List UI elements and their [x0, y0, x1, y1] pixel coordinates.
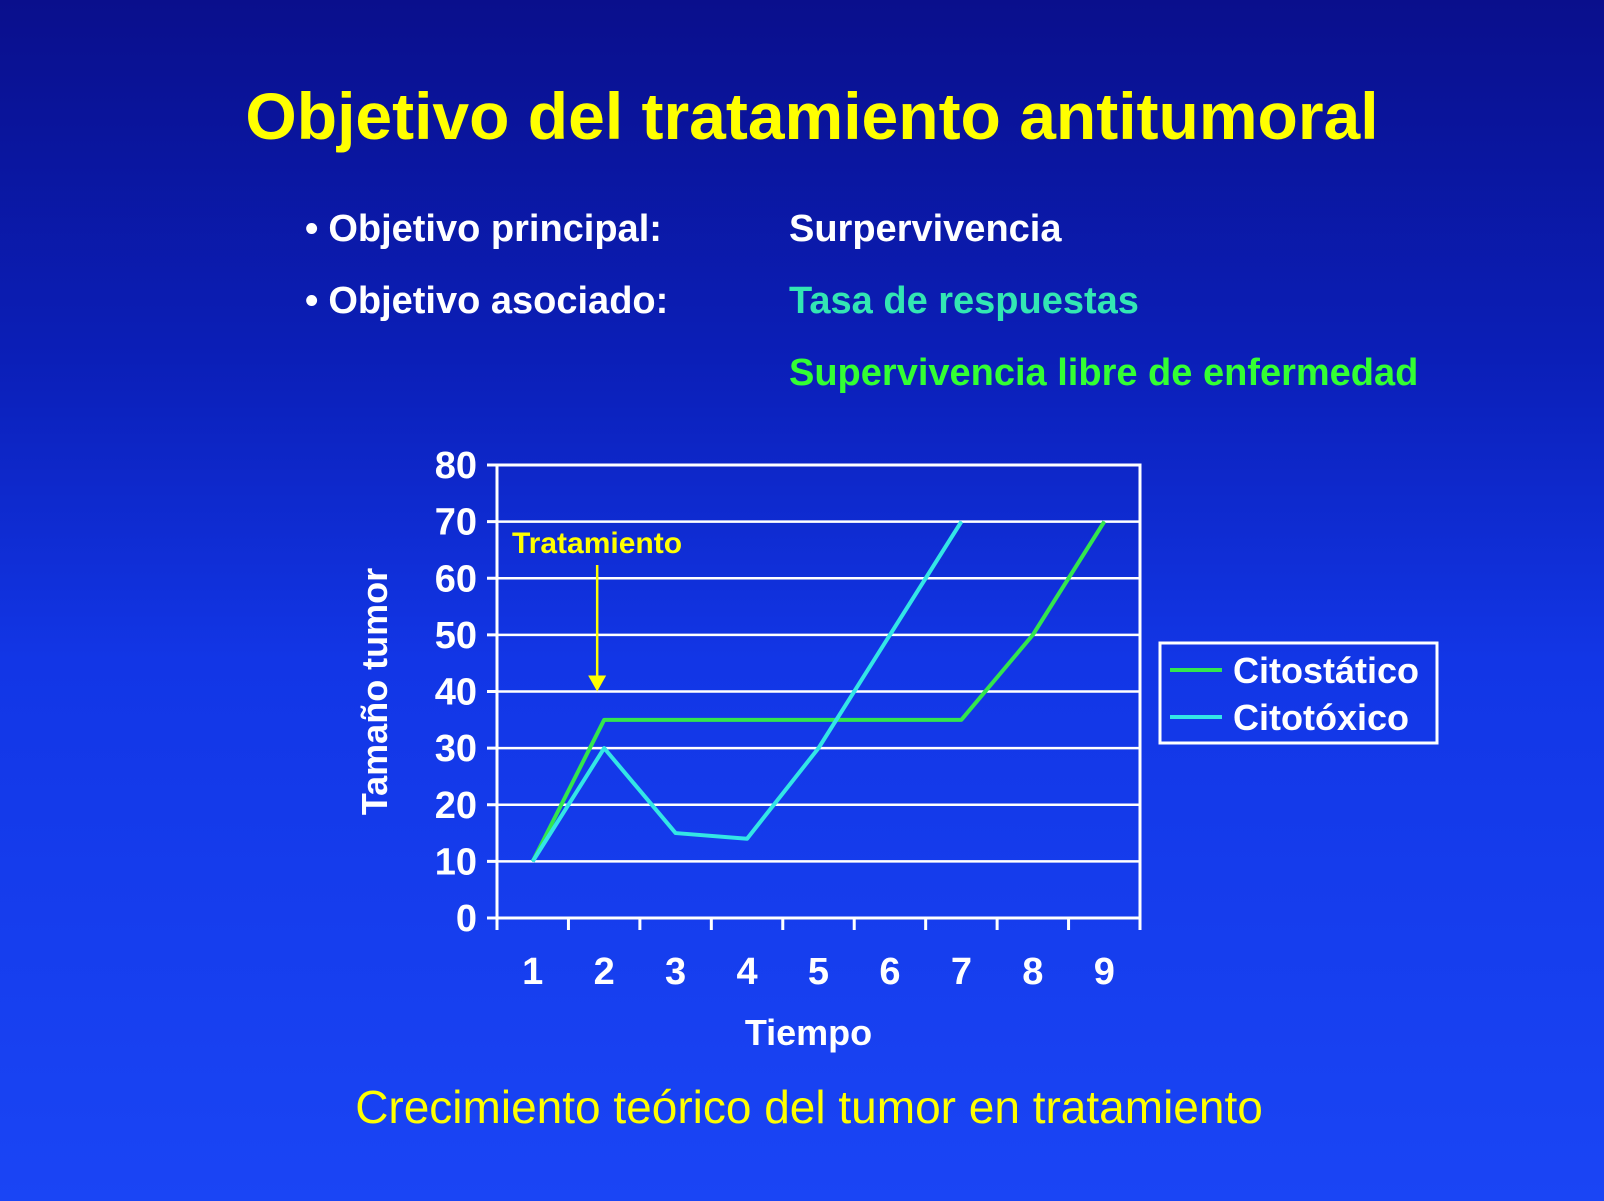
x-tick-label: 4 — [736, 951, 757, 993]
chart-gridlines — [497, 520, 1140, 863]
data-point — [960, 719, 962, 721]
chart-series — [530, 520, 1106, 863]
data-point — [746, 719, 748, 721]
annotation-label: Tratamiento — [512, 527, 682, 560]
chart-legend: Citostático Citotóxico — [1158, 641, 1439, 745]
y-tick-label: 70 — [435, 502, 477, 544]
data-point — [818, 719, 819, 721]
x-tick-label: 2 — [594, 951, 615, 993]
data-point — [532, 860, 534, 862]
data-point — [960, 521, 962, 523]
y-tick-label: 10 — [435, 841, 477, 883]
x-tick-label: 8 — [1022, 951, 1043, 993]
slide-title: Objetivo del tratamiento antitumoral — [245, 79, 1379, 153]
data-point — [818, 747, 819, 749]
data-point — [675, 719, 677, 721]
y-axis-label: Tamaño tumor — [354, 568, 395, 815]
data-point — [1032, 634, 1034, 636]
legend-label: Citostático — [1233, 650, 1419, 691]
y-tick-label: 40 — [435, 672, 477, 714]
x-tick-labels: 1 2 3 4 5 6 7 8 9 — [495, 918, 1142, 993]
x-tick-label: 9 — [1094, 951, 1115, 993]
objective-asociado-label: • Objetivo asociado: — [305, 280, 668, 323]
x-axis-label: Tiempo — [745, 1012, 872, 1053]
x-tick-label: 5 — [808, 951, 829, 993]
objective-principal-label-text: Objetivo principal: — [328, 208, 662, 250]
y-tick-label: 60 — [435, 558, 477, 600]
data-point — [889, 719, 891, 721]
x-tick-label: 6 — [879, 951, 900, 993]
data-point — [675, 832, 677, 834]
x-tick-label: 1 — [522, 951, 543, 993]
legend-label: Citotóxico — [1233, 697, 1409, 738]
treatment-annotation: Tratamiento — [512, 527, 682, 692]
y-tick-labels: 0 10 20 30 40 50 60 70 80 — [435, 445, 497, 940]
objective-principal-value: Surpervivencia — [789, 208, 1062, 250]
objective-asociado-value-1: Tasa de respuestas — [789, 280, 1139, 322]
bullet-icon: • — [305, 280, 319, 322]
y-tick-label: 80 — [435, 445, 477, 487]
chart-caption: Crecimiento teórico del tumor en tratami… — [355, 1081, 1263, 1133]
data-point — [603, 719, 605, 721]
data-point — [1103, 521, 1105, 523]
data-point — [603, 747, 605, 749]
y-tick-label: 50 — [435, 615, 477, 657]
x-tick-label: 3 — [665, 951, 686, 993]
bullet-icon: • — [305, 208, 319, 250]
legend-box — [1158, 641, 1439, 745]
objective-principal-label: • Objetivo principal: — [305, 208, 662, 251]
data-point — [889, 634, 891, 636]
y-tick-label: 20 — [435, 785, 477, 827]
objective-asociado-label-text: Objetivo asociado: — [328, 280, 669, 322]
objective-asociado-value-2: Supervivencia libre de enfermedad — [789, 352, 1419, 394]
x-tick-label: 7 — [951, 951, 972, 993]
annotation-arrow-head — [588, 675, 607, 692]
y-tick-label: 30 — [435, 728, 477, 770]
y-tick-label: 0 — [456, 898, 477, 940]
data-point — [746, 838, 748, 840]
